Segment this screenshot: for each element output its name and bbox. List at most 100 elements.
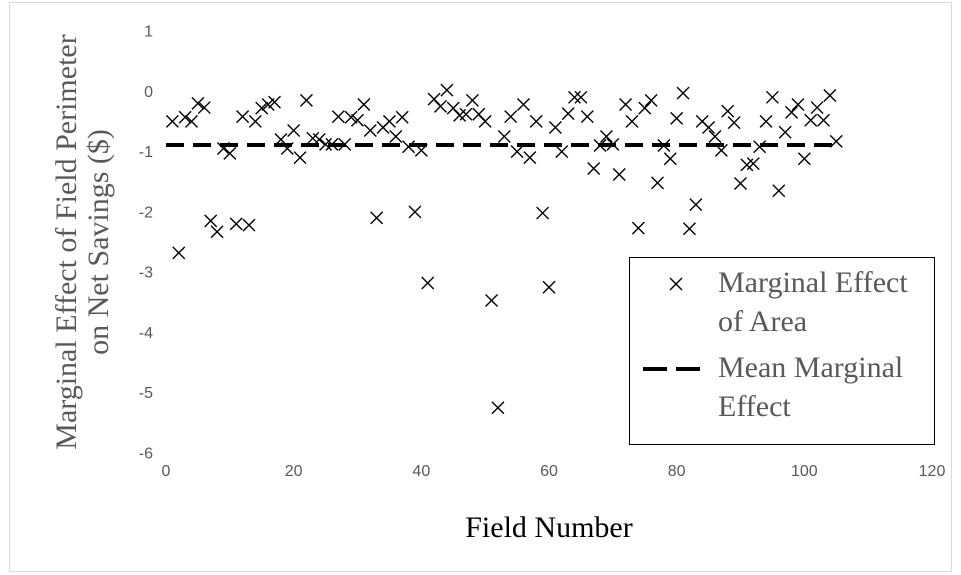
data-point	[172, 246, 186, 260]
x-marker-stroke	[816, 113, 830, 127]
data-point	[804, 113, 818, 127]
x-marker-stroke	[619, 98, 633, 112]
x-tick-label: 80	[668, 463, 686, 480]
x-marker-stroke	[542, 280, 556, 294]
data-point	[682, 222, 696, 236]
data-point	[510, 145, 524, 159]
x-marker-stroke	[785, 105, 799, 119]
data-point	[816, 113, 830, 127]
data-point	[791, 98, 805, 112]
data-point	[402, 140, 416, 154]
x-marker-stroke	[395, 110, 409, 124]
x-marker-stroke	[510, 145, 524, 159]
data-point	[574, 90, 588, 104]
y-tick-label: -1	[139, 144, 153, 161]
data-point	[389, 130, 403, 143]
x-marker-stroke	[319, 137, 333, 151]
data-point	[829, 134, 843, 148]
x-marker-stroke	[791, 98, 805, 112]
data-point	[299, 93, 313, 107]
x-marker-stroke	[663, 152, 677, 166]
y-tick-label: -2	[139, 204, 153, 221]
data-point	[638, 101, 652, 115]
x-marker-stroke	[382, 114, 396, 128]
x-marker-stroke	[574, 90, 588, 104]
data-point	[197, 101, 211, 115]
data-point	[440, 83, 454, 97]
data-point	[357, 98, 371, 112]
data-point	[561, 107, 575, 121]
data-point	[823, 89, 837, 103]
x-marker-stroke	[485, 293, 499, 307]
x-marker-stroke	[612, 167, 626, 181]
x-marker-stroke	[555, 145, 569, 159]
data-point	[523, 151, 537, 165]
legend-label: Mean Marginal Effect	[718, 351, 904, 423]
x-marker-stroke	[682, 222, 696, 236]
data-point	[185, 114, 199, 128]
x-marker-stroke	[440, 83, 454, 97]
data-point	[165, 114, 179, 128]
x-marker-stroke	[357, 98, 371, 112]
data-point	[753, 140, 767, 154]
x-marker-stroke	[459, 107, 473, 121]
data-point	[395, 110, 409, 124]
x-marker-stroke	[823, 89, 837, 103]
data-point	[663, 152, 677, 166]
x-marker-stroke	[236, 110, 250, 124]
x-marker-stroke	[408, 205, 422, 219]
x-marker-stroke	[759, 114, 773, 128]
data-point	[459, 107, 473, 121]
data-point	[344, 110, 358, 124]
x-marker-stroke	[210, 225, 224, 239]
data-point	[242, 218, 256, 232]
data-point	[785, 105, 799, 119]
legend-x-marker-icon	[669, 277, 683, 291]
data-point	[765, 90, 779, 104]
data-point	[504, 110, 518, 124]
data-point	[370, 211, 384, 225]
x-marker-stroke	[351, 113, 364, 127]
x-marker-stroke	[721, 104, 735, 118]
x-tick-label: 60	[540, 463, 558, 480]
x-marker-stroke	[491, 401, 505, 415]
x-marker-stroke	[363, 123, 377, 137]
y-axis-title-line: on Net Savings ($)	[82, 129, 115, 355]
x-tick-label: 120	[919, 463, 946, 480]
x-marker-stroke	[165, 114, 179, 128]
x-marker-stroke	[810, 101, 824, 115]
x-marker-stroke	[599, 130, 613, 143]
data-point	[587, 161, 601, 175]
x-marker-stroke	[223, 146, 237, 160]
data-point	[631, 221, 645, 235]
data-point	[612, 167, 626, 181]
x-marker-stroke	[708, 130, 722, 143]
x-marker-stroke	[478, 114, 492, 128]
x-marker-stroke	[676, 86, 690, 100]
x-marker-stroke	[293, 151, 307, 165]
x-marker-stroke	[746, 157, 760, 171]
x-marker-stroke	[695, 114, 709, 128]
x-marker-stroke	[669, 277, 683, 291]
x-axis-title: Field Number	[465, 511, 632, 544]
data-point	[268, 95, 282, 109]
x-marker-stroke	[242, 218, 256, 232]
x-marker-stroke	[497, 130, 511, 143]
x-marker-stroke	[268, 95, 282, 109]
x-marker-stroke	[714, 143, 728, 157]
y-tick-label: -3	[139, 265, 153, 282]
x-marker-stroke	[287, 123, 301, 137]
x-marker-stroke	[529, 114, 543, 128]
data-point	[210, 225, 224, 239]
x-marker-stroke	[344, 110, 358, 124]
x-marker-stroke	[172, 246, 186, 260]
data-point	[746, 157, 760, 171]
x-axis-tick-labels: 0 20 40 60 80 100 120	[162, 463, 946, 480]
data-point	[236, 110, 250, 124]
data-point	[319, 137, 333, 151]
x-marker-stroke	[204, 214, 218, 228]
data-point	[331, 110, 345, 124]
x-marker-stroke	[248, 114, 262, 128]
data-point	[287, 123, 301, 137]
